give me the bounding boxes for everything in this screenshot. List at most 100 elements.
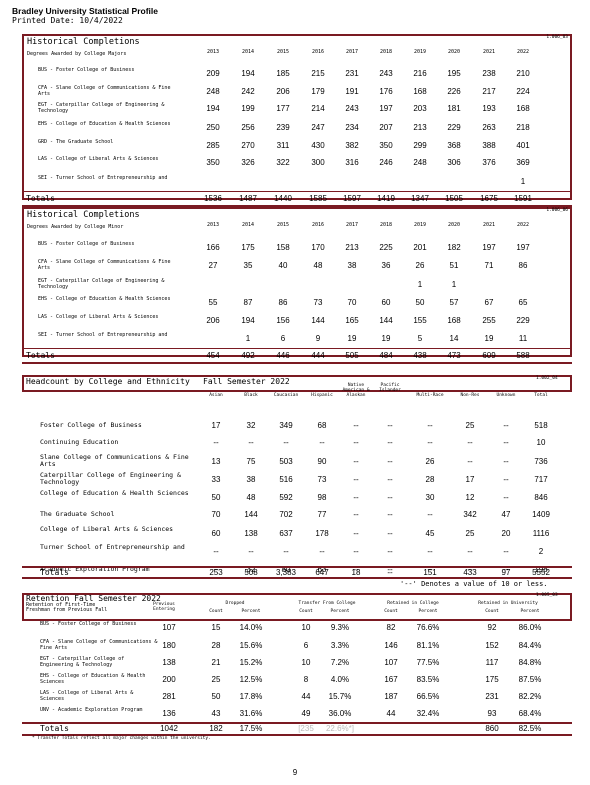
group-header: Transfer From College: [298, 601, 356, 606]
data-cell: 19: [381, 334, 391, 343]
ethnicity-note: '--' Denotes a value of 10 or less.: [400, 580, 548, 588]
data-cell: 178: [315, 529, 329, 538]
group-header: Dropped: [225, 601, 245, 606]
data-cell: 33: [211, 475, 221, 484]
majors-box: Historical Completions 1.006_03 Degrees Aw…: [22, 34, 572, 200]
subheader: Percent: [520, 609, 540, 614]
data-cell: 7.2%: [330, 658, 350, 667]
data-cell: 60: [211, 529, 221, 538]
total-cell: 182: [209, 724, 223, 733]
data-cell: 401: [516, 141, 530, 150]
data-cell: 50: [415, 298, 425, 307]
data-cell: 503: [279, 457, 293, 466]
year-header: 2015: [276, 222, 290, 228]
row-label: EGT - Caterpillar College of Engineering…: [40, 656, 125, 668]
data-cell: 80: [281, 565, 291, 574]
data-cell: 234: [345, 123, 359, 132]
data-cell: --: [283, 438, 289, 447]
data-cell: --: [353, 438, 359, 447]
data-cell: 36.0%: [328, 709, 352, 718]
prev-cell: 200: [162, 675, 176, 684]
total-cell: 588: [516, 351, 530, 360]
data-cell: 10: [301, 658, 311, 667]
totals-rule-top: [22, 722, 572, 724]
column-header: Caucasian: [273, 393, 299, 398]
data-cell: --: [387, 510, 393, 519]
data-cell: 248: [413, 158, 427, 167]
data-cell: 637: [279, 529, 293, 538]
data-cell: 156: [276, 316, 290, 325]
data-cell: 83.5%: [416, 675, 440, 684]
data-cell: 63: [317, 565, 327, 574]
row-label: CFA - Slane College of Communications & …: [38, 85, 171, 97]
data-cell: 43: [211, 709, 221, 718]
data-cell: 21: [211, 658, 221, 667]
data-cell: 231: [485, 692, 499, 701]
retention-footnote: * Transfer Totals reflect all major chan…: [32, 736, 211, 741]
data-cell: 98: [317, 493, 327, 502]
data-cell: --: [427, 438, 433, 447]
data-cell: 26: [425, 457, 435, 466]
data-cell: 185: [276, 69, 290, 78]
total-cell: [235: [298, 724, 314, 733]
data-cell: --: [213, 565, 219, 574]
total-cell: 860: [485, 724, 499, 733]
subheader: Count: [299, 609, 313, 614]
data-cell: 350: [379, 141, 393, 150]
total-cell: 22.6%*]: [325, 724, 355, 733]
subheader: Count: [384, 609, 398, 614]
data-cell: --: [387, 565, 393, 574]
column-header: Native American & Alaskan: [342, 383, 370, 398]
data-cell: --: [467, 438, 473, 447]
year-header: 2017: [345, 222, 359, 228]
data-cell: --: [503, 565, 509, 574]
data-cell: 167: [384, 675, 398, 684]
data-cell: 194: [241, 316, 255, 325]
data-cell: 717: [534, 475, 548, 484]
data-cell: 48: [246, 493, 256, 502]
data-cell: 168: [516, 104, 530, 113]
data-cell: 81.1%: [416, 641, 440, 650]
totals-label: Totals: [40, 568, 69, 577]
total-cell: 433: [463, 568, 477, 577]
data-cell: 207: [379, 123, 393, 132]
data-cell: 68: [317, 421, 327, 430]
data-cell: 181: [447, 104, 461, 113]
row-label: BUS - Foster College of Business: [38, 67, 135, 73]
data-cell: 65: [518, 298, 528, 307]
data-cell: 87.5%: [518, 675, 542, 684]
data-cell: --: [353, 547, 359, 556]
data-cell: 369: [516, 158, 530, 167]
total-cell: 1536: [204, 194, 222, 203]
data-cell: 82: [386, 623, 396, 632]
year-header: 2017: [345, 49, 359, 55]
data-cell: --: [353, 565, 359, 574]
row-label: EHS - College of Education & Health Scie…: [40, 673, 146, 685]
data-cell: 224: [516, 87, 530, 96]
report-title: Bradley University Statistical Profile: [12, 6, 158, 16]
data-cell: 170: [311, 243, 325, 252]
total-cell: 647: [315, 568, 329, 577]
total-cell: 1505: [445, 194, 463, 203]
row-label: The Graduate School: [40, 510, 115, 518]
data-cell: 73: [317, 475, 327, 484]
data-cell: 226: [447, 87, 461, 96]
data-cell: 210: [516, 69, 530, 78]
data-cell: 158: [276, 243, 290, 252]
row-label: SEI - Turner School of Entrepreneurship …: [38, 175, 168, 181]
data-cell: 73: [313, 298, 323, 307]
data-cell: --: [503, 547, 509, 556]
data-cell: --: [467, 565, 473, 574]
year-header: 2021: [482, 222, 496, 228]
data-cell: 238: [482, 69, 496, 78]
retention-subtitle-2: Freshman from Previous Fall: [26, 607, 108, 613]
year-header: 2014: [241, 49, 255, 55]
data-cell: 20: [501, 529, 511, 538]
minors-title: Historical Completions: [27, 210, 140, 220]
data-cell: 187: [384, 692, 398, 701]
data-cell: 350: [206, 158, 220, 167]
total-cell: 484: [379, 351, 393, 360]
year-header: 2018: [379, 49, 393, 55]
data-cell: 75: [246, 457, 256, 466]
data-cell: 168: [447, 316, 461, 325]
